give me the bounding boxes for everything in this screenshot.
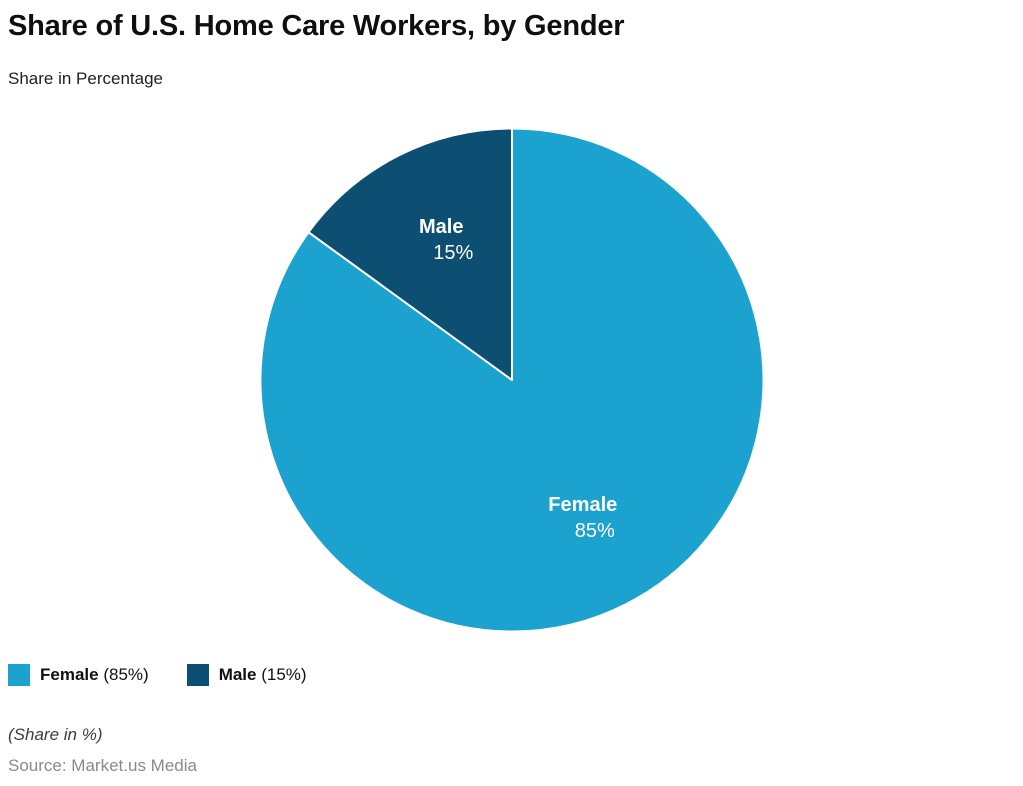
- pie-chart-svg: Female 85% Male 15%: [259, 127, 765, 633]
- chart-subtitle: Share in Percentage: [8, 69, 163, 88]
- legend: Female (85%) Male (15%): [8, 664, 307, 686]
- pie-chart: Female 85% Male 15%: [259, 127, 765, 633]
- slice-label-name-male: Male: [419, 216, 464, 238]
- legend-swatch-male: [186, 664, 209, 686]
- slice-label-pct-male: 15%: [433, 242, 473, 264]
- legend-item-female: Female (85%): [8, 664, 149, 686]
- source-credit: Source: Market.us Media: [8, 756, 197, 775]
- legend-label-male: Male (15%): [218, 665, 307, 684]
- share-unit-note: (Share in %): [8, 725, 103, 744]
- legend-label-female: Female (85%): [40, 665, 149, 684]
- page-title: Share of U.S. Home Care Workers, by Gend…: [8, 10, 625, 42]
- slice-label-name-female: Female: [548, 494, 617, 516]
- slice-label-pct-female: 85%: [575, 520, 615, 542]
- legend-swatch-female: [8, 664, 30, 686]
- legend-item-male: Male (15%): [186, 664, 307, 686]
- pie-slice-male: [307, 127, 514, 382]
